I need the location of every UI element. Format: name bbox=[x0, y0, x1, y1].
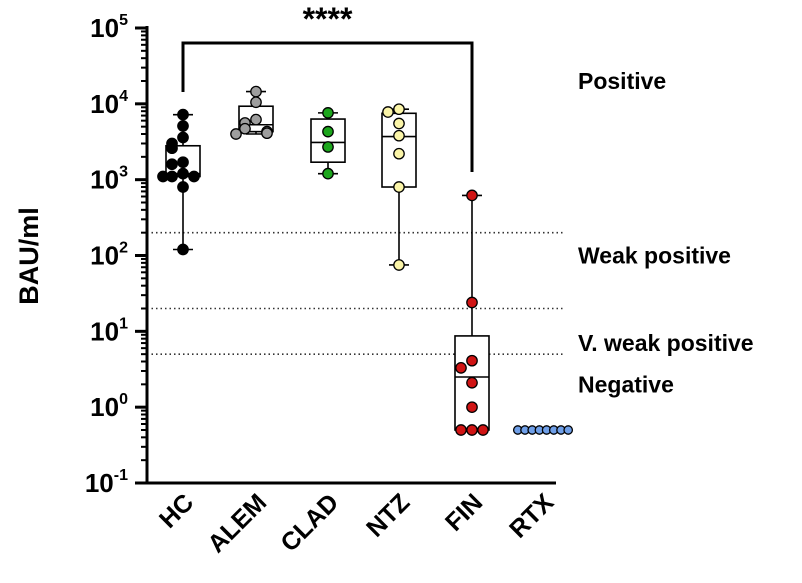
data-point-alem bbox=[250, 85, 262, 98]
data-point-fin bbox=[466, 424, 478, 436]
y-axis: 105 104 103 102 101 100 10-1 bbox=[85, 12, 556, 498]
y-tick-label: 102 bbox=[90, 240, 128, 271]
category-label-clad: CLAD bbox=[275, 488, 344, 557]
category-label-hc: HC bbox=[154, 488, 199, 533]
category-label-fin: FIN bbox=[440, 488, 488, 536]
data-point-clad bbox=[322, 107, 334, 119]
y-tick-label: 10-1 bbox=[85, 467, 128, 498]
data-point-fin bbox=[466, 401, 478, 414]
box-clad bbox=[310, 118, 346, 163]
data-point-ntz bbox=[393, 103, 405, 116]
data-point-rtx bbox=[563, 425, 574, 435]
significance-bracket-line bbox=[181, 41, 474, 172]
zone-label: Weak positive bbox=[578, 243, 731, 269]
threshold-lines bbox=[147, 231, 565, 355]
data-point-fin bbox=[455, 361, 467, 374]
data-point-fin bbox=[466, 189, 478, 202]
data-point-alem bbox=[230, 128, 242, 140]
significance-bracket: **** bbox=[181, 1, 474, 172]
data-point-fin bbox=[477, 424, 489, 436]
zone-labels: Positive Weak positive V. weak positive Neg… bbox=[578, 68, 754, 397]
data-point-clad bbox=[322, 167, 334, 180]
data-points bbox=[157, 85, 574, 436]
data-point-alem bbox=[250, 96, 262, 109]
data-point-alem bbox=[239, 122, 251, 135]
data-point-ntz bbox=[393, 259, 405, 271]
data-point-hc bbox=[166, 142, 178, 155]
data-point-hc bbox=[177, 181, 189, 193]
data-point-fin bbox=[466, 376, 478, 389]
data-point-hc bbox=[177, 108, 189, 121]
data-point-hc bbox=[177, 120, 189, 132]
data-point-hc bbox=[157, 170, 169, 183]
data-point-fin bbox=[455, 424, 467, 436]
data-point-ntz bbox=[393, 129, 405, 142]
y-tick-label: 101 bbox=[90, 315, 128, 346]
zone-label: V. weak positive bbox=[578, 330, 754, 356]
zone-label: Positive bbox=[578, 68, 666, 94]
data-point-fin bbox=[466, 354, 478, 367]
category-label-rtx: RTX bbox=[504, 488, 559, 543]
category-label-ntz: NTZ bbox=[361, 488, 415, 542]
y-tick-label: 100 bbox=[90, 391, 128, 422]
data-point-fin bbox=[466, 296, 478, 309]
data-point-hc bbox=[177, 243, 189, 256]
data-point-hc bbox=[177, 156, 189, 169]
y-tick-label: 104 bbox=[90, 88, 128, 119]
data-point-clad bbox=[322, 125, 334, 138]
significance-label: **** bbox=[303, 1, 353, 37]
data-point-ntz bbox=[393, 117, 405, 130]
data-point-hc bbox=[188, 170, 200, 183]
y-tick-label: 103 bbox=[90, 164, 128, 195]
data-point-ntz bbox=[382, 106, 394, 118]
data-point-hc bbox=[177, 167, 189, 180]
data-point-hc bbox=[166, 158, 178, 171]
data-point-clad bbox=[322, 141, 334, 153]
y-tick-label: 105 bbox=[90, 12, 128, 43]
data-point-alem bbox=[261, 127, 273, 140]
y-axis-title: BAU/ml bbox=[14, 207, 44, 305]
x-axis-labels: HC ALEM CLAD NTZ FIN RTX bbox=[154, 488, 560, 558]
category-label-alem: ALEM bbox=[202, 488, 272, 558]
data-point-ntz bbox=[393, 147, 405, 160]
zone-label: Negative bbox=[578, 371, 674, 397]
data-point-ntz bbox=[393, 181, 405, 193]
data-point-alem bbox=[250, 113, 262, 126]
data-point-hc bbox=[177, 131, 189, 144]
